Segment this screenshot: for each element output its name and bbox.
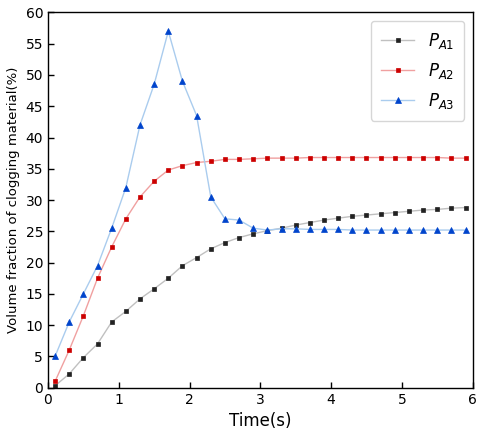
$P_{A2}$ [349,155,355,160]
$P_{A1}$ [180,263,185,268]
$P_{A2}$ [378,155,383,160]
$P_{A3}$ [123,185,129,190]
$P_{A3}$ [137,122,143,128]
Legend: $P_{A1}$, $P_{A2}$, $P_{A3}$: $P_{A1}$, $P_{A2}$, $P_{A3}$ [371,21,464,121]
$P_{A2}$ [392,155,398,160]
$P_{A2}$ [236,157,242,162]
$P_{A2}$ [137,194,143,200]
$P_{A1}$ [52,383,58,388]
$P_{A1}$ [236,235,242,240]
$P_{A2}$ [363,155,369,160]
$P_{A3}$ [236,218,242,223]
Y-axis label: Volume fraction of clogging material(%): Volume fraction of clogging material(%) [7,67,20,333]
$P_{A1}$ [378,211,383,216]
$P_{A2}$ [208,159,213,164]
$P_{A1}$ [434,207,440,212]
$P_{A2}$ [264,156,270,161]
$P_{A3}$ [208,194,213,200]
$P_{A1}$ [449,205,454,211]
$P_{A3}$ [449,227,454,232]
$P_{A3}$ [378,227,383,232]
$P_{A2}$ [151,179,157,184]
$P_{A2}$ [52,379,58,384]
$P_{A1}$ [80,355,86,360]
$P_{A1}$ [95,341,101,347]
$P_{A2}$ [293,156,299,161]
$P_{A3}$ [293,226,299,232]
$P_{A1}$ [222,240,228,245]
$P_{A2}$ [194,160,199,165]
$P_{A3}$ [151,82,157,87]
X-axis label: Time(s): Time(s) [229,412,291,430]
$P_{A3}$ [95,263,101,268]
$P_{A3}$ [392,227,398,232]
$P_{A3}$ [307,227,313,232]
$P_{A1}$ [166,276,171,281]
$P_{A3}$ [222,216,228,222]
$P_{A1}$ [293,222,299,228]
$P_{A2}$ [95,276,101,281]
$P_{A1}$ [463,205,469,210]
Line: $P_{A2}$: $P_{A2}$ [53,155,468,384]
$P_{A3}$ [109,225,115,231]
$P_{A1}$ [137,296,143,302]
$P_{A1}$ [151,286,157,291]
Line: $P_{A3}$: $P_{A3}$ [52,28,469,359]
$P_{A2}$ [307,155,313,160]
$P_{A1}$ [335,215,341,221]
$P_{A2}$ [420,155,426,160]
$P_{A1}$ [406,209,412,214]
$P_{A1}$ [307,220,313,225]
$P_{A2}$ [66,347,72,353]
$P_{A1}$ [208,246,213,251]
$P_{A1}$ [123,309,129,314]
$P_{A2}$ [166,167,171,173]
$P_{A3}$ [66,319,72,325]
Line: $P_{A1}$: $P_{A1}$ [53,205,468,388]
$P_{A3}$ [335,227,341,232]
$P_{A1}$ [66,371,72,377]
$P_{A1}$ [321,218,327,223]
$P_{A1}$ [194,255,199,260]
$P_{A3}$ [264,227,270,232]
$P_{A2}$ [434,155,440,160]
$P_{A3}$ [194,113,199,118]
$P_{A3}$ [250,225,256,231]
$P_{A2}$ [180,163,185,168]
$P_{A2}$ [321,155,327,160]
$P_{A3}$ [321,227,327,232]
$P_{A3}$ [279,226,285,232]
$P_{A3}$ [349,227,355,232]
$P_{A2}$ [250,156,256,161]
$P_{A2}$ [463,156,469,161]
$P_{A1}$ [279,225,285,231]
$P_{A1}$ [250,231,256,236]
$P_{A2}$ [335,155,341,160]
$P_{A1}$ [363,212,369,218]
$P_{A3}$ [420,227,426,232]
$P_{A3}$ [52,354,58,359]
$P_{A1}$ [109,319,115,325]
$P_{A3}$ [463,227,469,232]
$P_{A3}$ [434,227,440,232]
$P_{A1}$ [392,210,398,215]
$P_{A3}$ [166,28,171,34]
$P_{A1}$ [420,208,426,213]
$P_{A3}$ [406,227,412,232]
$P_{A2}$ [109,244,115,250]
$P_{A3}$ [80,291,86,296]
$P_{A2}$ [80,313,86,318]
$P_{A1}$ [264,228,270,233]
$P_{A3}$ [180,79,185,84]
$P_{A2}$ [123,216,129,222]
$P_{A2}$ [406,155,412,160]
$P_{A1}$ [349,214,355,219]
$P_{A2}$ [279,156,285,161]
$P_{A2}$ [449,156,454,161]
$P_{A2}$ [222,157,228,162]
$P_{A3}$ [363,227,369,232]
